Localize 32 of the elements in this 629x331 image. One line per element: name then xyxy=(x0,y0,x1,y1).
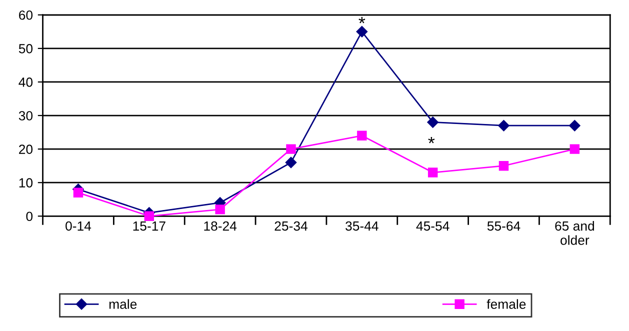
point xyxy=(569,120,580,132)
y-tick-label: 20 xyxy=(19,144,33,154)
y-tick-label: 60 xyxy=(19,10,33,20)
legend-label: female xyxy=(486,299,526,309)
x-tick-label: 25-34 xyxy=(274,221,308,231)
x-tick-label: 45-54 xyxy=(416,221,450,231)
point xyxy=(356,26,368,38)
x-tick-label: 0-14 xyxy=(66,221,92,231)
point xyxy=(498,120,510,132)
y-tick-label: 50 xyxy=(18,44,33,54)
point xyxy=(144,211,154,222)
point xyxy=(286,144,296,154)
x-tick-label: 35-44 xyxy=(346,221,378,231)
x-tick-label: 55-64 xyxy=(487,221,520,231)
point xyxy=(570,144,580,154)
point xyxy=(73,188,84,198)
x-tick-label: 18-24 xyxy=(204,221,237,231)
point xyxy=(285,156,297,168)
y-tick-label: 10 xyxy=(19,178,33,188)
x-tick-label: 15-17 xyxy=(133,221,166,231)
y-tick-label: 40 xyxy=(18,78,33,87)
annotation: * xyxy=(358,16,366,24)
legend-label: male xyxy=(109,299,137,309)
point xyxy=(498,160,509,171)
point xyxy=(357,130,367,141)
point xyxy=(427,116,438,128)
point xyxy=(215,204,225,214)
y-tick-label: 30 xyxy=(18,111,33,120)
y-tick-label: 0 xyxy=(26,212,33,222)
point xyxy=(428,168,438,178)
x-tick-label: 65 and older xyxy=(555,221,594,245)
annotation: * xyxy=(428,136,435,144)
